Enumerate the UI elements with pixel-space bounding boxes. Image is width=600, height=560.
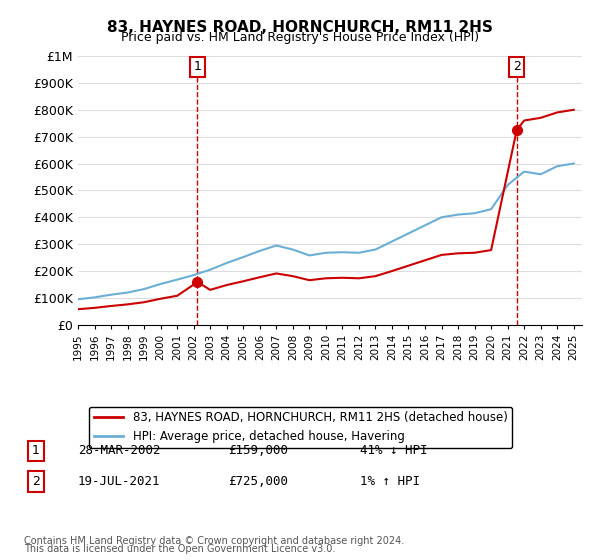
Text: 28-MAR-2002: 28-MAR-2002: [78, 444, 161, 458]
Text: 1: 1: [194, 60, 202, 73]
Text: Contains HM Land Registry data © Crown copyright and database right 2024.: Contains HM Land Registry data © Crown c…: [24, 536, 404, 546]
Text: 83, HAYNES ROAD, HORNCHURCH, RM11 2HS: 83, HAYNES ROAD, HORNCHURCH, RM11 2HS: [107, 20, 493, 35]
Text: £159,000: £159,000: [228, 444, 288, 458]
Text: This data is licensed under the Open Government Licence v3.0.: This data is licensed under the Open Gov…: [24, 544, 335, 554]
Text: £725,000: £725,000: [228, 475, 288, 488]
Text: 2: 2: [513, 60, 521, 73]
Legend: 83, HAYNES ROAD, HORNCHURCH, RM11 2HS (detached house), HPI: Average price, deta: 83, HAYNES ROAD, HORNCHURCH, RM11 2HS (d…: [89, 407, 512, 448]
Text: Price paid vs. HM Land Registry's House Price Index (HPI): Price paid vs. HM Land Registry's House …: [121, 31, 479, 44]
Text: 1% ↑ HPI: 1% ↑ HPI: [360, 475, 420, 488]
Text: 1: 1: [32, 444, 40, 458]
Text: 2: 2: [32, 475, 40, 488]
Text: 41% ↓ HPI: 41% ↓ HPI: [360, 444, 427, 458]
Text: 19-JUL-2021: 19-JUL-2021: [78, 475, 161, 488]
